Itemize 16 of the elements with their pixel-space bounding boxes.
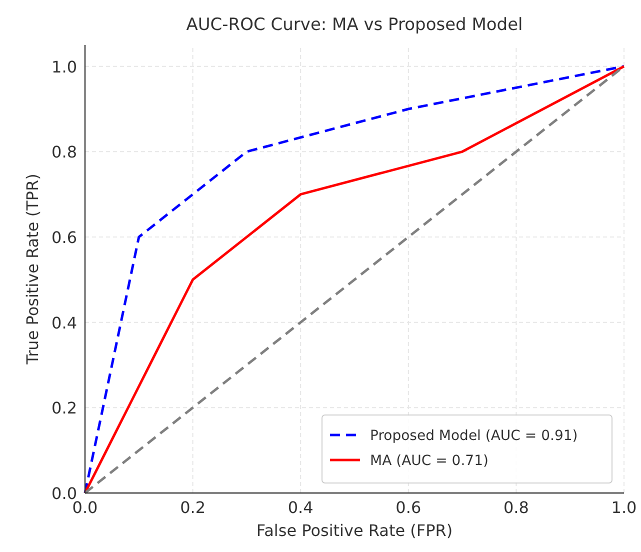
- x-tick-label: 0.4: [288, 498, 314, 517]
- x-axis-title: False Positive Rate (FPR): [256, 521, 453, 540]
- y-tick-label: 0.8: [52, 142, 77, 162]
- legend-label: MA (AUC = 0.71): [370, 453, 488, 469]
- y-axis-title: True Positive Rate (TPR): [23, 174, 42, 366]
- y-tick-label: 1.0: [52, 57, 77, 76]
- x-tick-label: 0.8: [503, 498, 529, 517]
- x-tick-label: 1.0: [611, 498, 637, 517]
- y-tick-label: 0.4: [52, 313, 77, 332]
- y-tick-label: 0.2: [52, 398, 77, 418]
- x-tick-label: 0.0: [72, 498, 98, 517]
- chart-title: AUC-ROC Curve: MA vs Proposed Model: [186, 15, 523, 35]
- x-tick-label: 0.6: [396, 498, 422, 517]
- legend-label: Proposed Model (AUC = 0.91): [370, 428, 578, 444]
- x-tick-label: 0.2: [180, 498, 206, 517]
- y-tick-label: 0.6: [52, 228, 77, 247]
